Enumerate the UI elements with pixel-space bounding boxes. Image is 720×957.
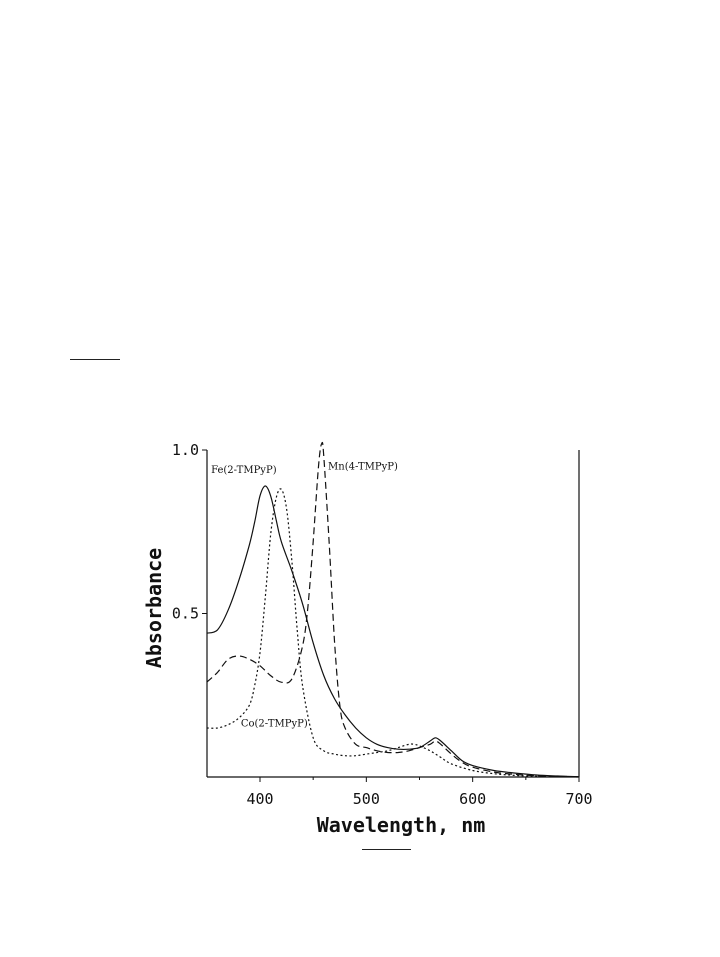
chart-ticks: 400 500 600 700 0.5 1.0	[172, 441, 593, 808]
series-label: Mn(4-TMPyP)	[328, 462, 398, 473]
horizontal-rule-bottom	[362, 849, 411, 850]
x-tick-label: 600	[459, 790, 486, 808]
series-line-solid	[206, 485, 580, 778]
y-tick-label: 1.0	[172, 441, 199, 459]
x-tick-label: 500	[353, 790, 380, 808]
y-axis-label: Absorbance	[142, 548, 166, 668]
x-tick-label: 400	[246, 790, 273, 808]
chart-series	[206, 441, 580, 778]
series-line-dotted	[206, 488, 580, 778]
horizontal-rule-top	[70, 359, 120, 360]
series-label: Fe(2-TMPyP)	[211, 465, 277, 476]
x-tick-label: 700	[565, 790, 592, 808]
x-axis-label: Wavelength, nm	[317, 813, 486, 837]
series-line-dashed	[206, 441, 580, 778]
y-tick-label: 0.5	[172, 605, 199, 623]
series-label: Co(2-TMPyP)	[241, 718, 308, 729]
chart-annotations: Fe(2-TMPyP) Mn(4-TMPyP) Co(2-TMPyP)	[211, 462, 398, 730]
